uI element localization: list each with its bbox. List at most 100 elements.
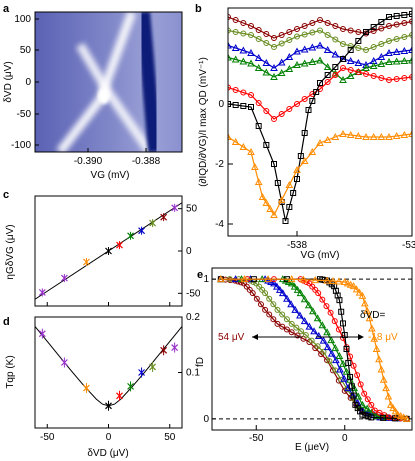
panel-d-point (116, 392, 123, 400)
panel-d-xlabel: δVD (μV) (87, 448, 128, 459)
panel-c-ylabel: ηGδVG (μV) (5, 224, 16, 279)
panel-e-series-2-point (332, 356, 340, 364)
panel-b-series-4-point (378, 75, 385, 81)
panel-e-series-4-point (327, 309, 334, 316)
panel-b-series-1-point (378, 41, 385, 47)
panel-c-point (138, 227, 145, 235)
panel-e-series-6-point (335, 277, 343, 285)
panel-e-series-2-point (305, 322, 314, 330)
panel-a: a 100 50 0 -50 -100 -0.390 -0.388 VG (mV… (3, 3, 183, 181)
panel-b-series-3-point (270, 72, 278, 80)
panel-b-series-4-point (301, 96, 308, 102)
panel-e-series-5-point (345, 359, 352, 366)
panel-e-series-2-point (336, 365, 344, 373)
panel-c-ytick-label: 50 (186, 204, 198, 215)
panel-b-series-1-point (228, 27, 231, 34)
panel-b-series-4-point (409, 74, 412, 80)
panel-b-series-3-point (369, 61, 378, 69)
panel-e-series-3-point (363, 404, 372, 412)
panel-d-ylabel: Tqp (K) (5, 355, 16, 388)
panel-c-label: c (3, 189, 9, 201)
panel-d-point (83, 384, 90, 392)
panel-b-series-5-point (248, 104, 254, 110)
panel-e-series-4-point (357, 381, 364, 388)
panel-b-series-2-point (377, 52, 386, 60)
panel-e-series-3-point (354, 392, 363, 400)
panel-b-series-0-point (248, 23, 254, 29)
panel-b-series-6-point (339, 129, 347, 137)
panel-b-series-3-point (346, 71, 355, 79)
panel-b-series-0-point (317, 17, 323, 23)
panel-b-series-6-point (250, 162, 259, 170)
panel-e-series-3-point (327, 336, 336, 344)
panel-b-series-line-6 (228, 133, 412, 217)
panel-a-heatmap (35, 12, 182, 152)
panel-b-series-5-point (378, 19, 385, 25)
panel-b-series-1-point (363, 47, 369, 53)
panel-b-series-4-point (255, 100, 262, 106)
panel-b-series-2-point (346, 56, 355, 64)
panel-b-series-3-point (247, 59, 255, 67)
panel-b-xtick-label: -538 (287, 240, 307, 251)
panel-b-series-5-point (282, 218, 289, 224)
panel-d: d 0.2 0.1 -50 0 50 δVD (μV) Tqp (K) (3, 312, 200, 459)
panel-b-ytick-label: -2 (215, 159, 224, 170)
panel-e-series-6-point (399, 413, 408, 421)
panel-b-plot (228, 11, 412, 224)
panel-b-series-4-point (286, 106, 293, 112)
panel-b-series-1-point (324, 32, 331, 38)
panel-b-series-2-point (277, 58, 286, 66)
panel-b-series-4-point (294, 101, 300, 107)
panel-e-series-5-point (368, 414, 375, 421)
panel-b-series-6-point (362, 132, 370, 140)
panel-e-series-2-point (310, 327, 318, 335)
panel-b-series-6-point (377, 132, 386, 140)
panel-e-series-6-point (386, 400, 395, 408)
panel-e-series-6-point (346, 280, 355, 288)
panel-b-series-6-point (385, 132, 393, 140)
panel-b-series-line-0 (228, 16, 412, 39)
panel-e-series-3-point (331, 344, 340, 352)
panel-e-series-5-point (338, 308, 345, 315)
panel-e-series-5-point (348, 383, 355, 390)
panel-e-annotation-left: 54 μV (218, 332, 245, 343)
panel-b-series-6-point (316, 138, 324, 146)
panel-e-xlabel: E (μeV) (295, 442, 329, 453)
panel-e: e -50 0 1 0 δVD= 54 μV -18 μV E (μeV) fD (195, 267, 413, 453)
panel-b-series-2-point (400, 46, 409, 54)
panel-e-series-5-point (339, 320, 346, 327)
panel-b-series-0-point (271, 35, 277, 41)
panel-b-series-6-point (369, 132, 378, 140)
panel-b-series-3-point (323, 62, 332, 70)
panel-c-point (149, 219, 157, 227)
panel-b-series-6-point (239, 142, 248, 150)
panel-e-series-6-point (329, 276, 337, 285)
panel-e-series-4-point (376, 409, 383, 416)
panel-b-series-5-point (290, 190, 297, 196)
panel-b-series-2-point (262, 58, 271, 66)
panel-e-ytick-label: 0 (203, 414, 209, 425)
panel-e-series-1-point (298, 328, 305, 335)
panel-e-series-0-point (246, 286, 253, 293)
panel-b-series-4-point (332, 72, 339, 78)
panel-b-series-0-point (324, 20, 331, 26)
panel-b-series-5-point (294, 176, 300, 182)
panel-e-series-2-point (323, 343, 332, 351)
panel-e-series-0-point (274, 320, 281, 327)
panel-d-plot (34, 326, 183, 411)
panel-e-series-5-point (347, 373, 354, 380)
panel-e-series-6-point (264, 275, 272, 283)
panel-e-series-6-point (396, 411, 405, 420)
panel-e-xtick-label: -50 (249, 433, 264, 444)
panel-b-series-1-point (401, 34, 408, 40)
panel-b-series-2-point (270, 63, 278, 71)
panel-b-series-4-point (228, 84, 231, 91)
panel-e-series-6-point (355, 288, 364, 296)
panel-b: b -538 -537 0 -2 -4 VG (mV) (∂IQD/∂VG)/I max… (195, 3, 415, 261)
panel-b-series-5-point (286, 204, 293, 210)
panel-a-xtick-label: -0.390 (74, 156, 103, 167)
panel-e-series-line-2 (220, 278, 407, 420)
panel-a-yticks: 100 50 0 -50 -100 (11, 14, 39, 151)
panel-b-series-6-point (228, 132, 232, 140)
